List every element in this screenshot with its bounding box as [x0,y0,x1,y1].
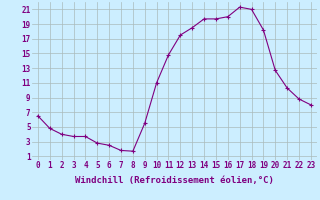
X-axis label: Windchill (Refroidissement éolien,°C): Windchill (Refroidissement éolien,°C) [75,176,274,185]
